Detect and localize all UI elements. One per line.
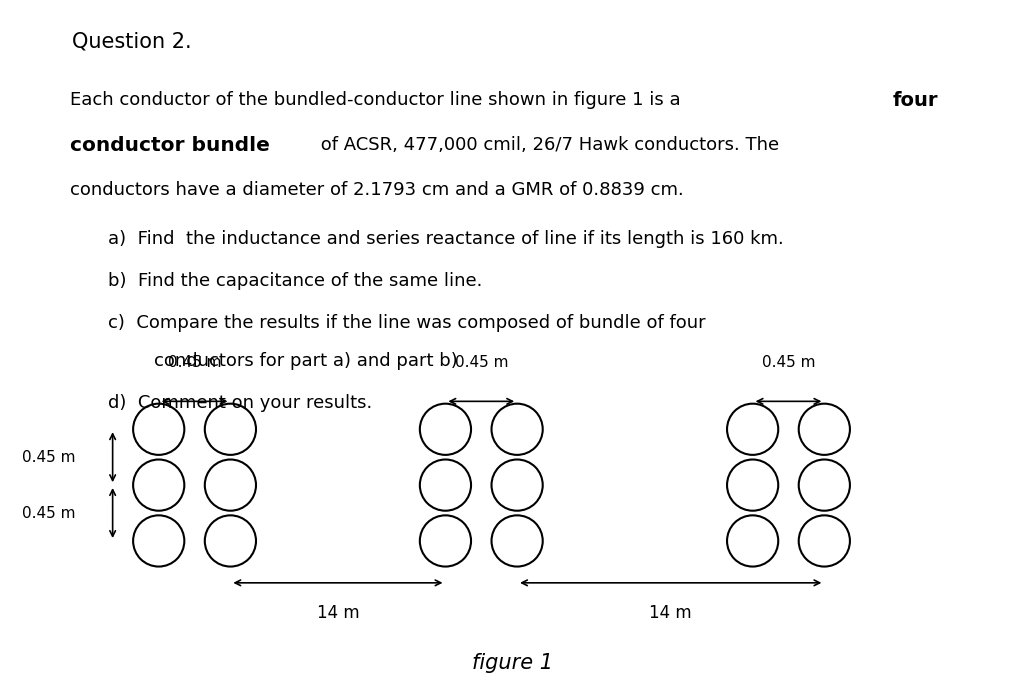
Text: 0.45 m: 0.45 m	[168, 355, 221, 370]
Text: conductors for part a) and part b): conductors for part a) and part b)	[108, 352, 458, 371]
Text: conductor bundle: conductor bundle	[70, 136, 269, 155]
Text: 0.45 m: 0.45 m	[762, 355, 815, 370]
Text: b)  Find the capacitance of the same line.: b) Find the capacitance of the same line…	[108, 272, 482, 290]
Text: 14 m: 14 m	[316, 604, 359, 622]
Text: 0.45 m: 0.45 m	[23, 450, 76, 465]
Text: c)  Compare the results if the line was composed of bundle of four: c) Compare the results if the line was c…	[108, 314, 706, 332]
Text: a)  Find  the inductance and series reactance of line if its length is 160 km.: a) Find the inductance and series reacta…	[108, 230, 783, 248]
Text: Each conductor of the bundled-conductor line shown in figure 1 is a: Each conductor of the bundled-conductor …	[70, 91, 686, 109]
Text: d)  Comment on your results.: d) Comment on your results.	[108, 394, 372, 413]
Text: figure 1: figure 1	[471, 653, 553, 673]
Text: four: four	[893, 91, 938, 110]
Text: of ACSR, 477,000 cmil, 26/7 Hawk conductors. The: of ACSR, 477,000 cmil, 26/7 Hawk conduct…	[315, 136, 779, 154]
Text: Question 2.: Question 2.	[72, 31, 191, 52]
Text: 0.45 m: 0.45 m	[455, 355, 508, 370]
Text: conductors have a diameter of 2.1793 cm and a GMR of 0.8839 cm.: conductors have a diameter of 2.1793 cm …	[70, 181, 683, 200]
Text: 0.45 m: 0.45 m	[23, 505, 76, 521]
Text: 14 m: 14 m	[649, 604, 692, 622]
